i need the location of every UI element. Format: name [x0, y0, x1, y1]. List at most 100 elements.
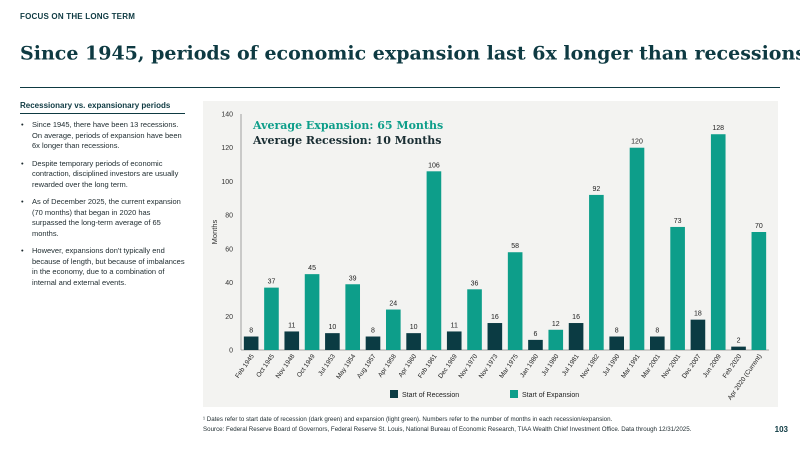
- expansion-bar: [751, 232, 767, 350]
- y-tick-label: 0: [229, 348, 233, 355]
- y-tick-label: 100: [221, 179, 233, 186]
- page-number: 103: [774, 425, 788, 434]
- x-tick-label: Jun 2009: [702, 353, 723, 379]
- x-tick-label: Jul 1980: [541, 353, 561, 377]
- y-tick-label: 20: [225, 314, 233, 321]
- bar-value-label: 11: [288, 322, 295, 329]
- expansion-recession-chart: 0 20 40 60 80 100 120 140 Months 8 Feb 1945 37 Oct 1…: [210, 112, 769, 402]
- recession-bar: [528, 339, 543, 350]
- bar-value-label: 16: [491, 314, 499, 321]
- x-tick-label: Feb 1961: [417, 353, 439, 380]
- expansion-bar: [507, 252, 523, 350]
- bar-value-label: 11: [451, 322, 458, 329]
- bar-value-label: 92: [592, 186, 600, 193]
- sidebar-bullet-list: Since 1945, there have been 13 recession…: [20, 120, 185, 288]
- expansion-bar: [467, 289, 482, 350]
- x-tick-label: Nov 1970: [457, 353, 479, 380]
- x-tick-label: Oct 1945: [255, 353, 276, 379]
- x-tick-label: Mar 1991: [620, 353, 642, 380]
- x-tick-label: Mar 1975: [498, 353, 520, 380]
- sidebar-bullet: However, expansions don't typically end …: [20, 246, 185, 288]
- sidebar-heading: Recessionary vs. expansionary periods: [20, 101, 185, 114]
- bar-value-label: 106: [428, 162, 440, 169]
- bar-value-label: 8: [371, 328, 375, 335]
- legend-label-recession: Start of Recession: [402, 392, 459, 399]
- x-tick-label: Jul 1981: [561, 353, 581, 377]
- bar-value-label: 24: [389, 301, 397, 308]
- title-divider: [20, 87, 780, 88]
- x-tick-label: Nov 2001: [661, 353, 683, 380]
- eyebrow-label: FOCUS ON THE LONG TERM: [20, 12, 136, 21]
- x-tick-label: Jul 1953: [317, 353, 337, 377]
- recession-bar: [284, 331, 300, 350]
- bar-value-label: 18: [694, 311, 702, 318]
- y-tick-label: 60: [225, 246, 233, 253]
- recession-bar: [446, 331, 462, 350]
- bar-value-label: 45: [308, 265, 316, 272]
- y-tick-label: 120: [221, 145, 233, 152]
- x-tick-label: Jan 1980: [519, 353, 540, 379]
- bar-value-label: 8: [615, 328, 619, 335]
- x-tick-label: Nov 1948: [275, 353, 297, 380]
- recession-bar: [365, 336, 381, 350]
- expansion-bar: [264, 287, 279, 350]
- x-tick-label: Aug 1957: [356, 353, 378, 380]
- bar-value-label: 120: [631, 139, 643, 146]
- x-tick-label: Dec 1969: [437, 353, 459, 380]
- bar-value-label: 10: [328, 324, 336, 331]
- page-title: Since 1945, periods of economic expansio…: [20, 42, 800, 64]
- recession-bar: [731, 346, 746, 350]
- average-recession-annotation: Average Recession: 10 Months: [252, 134, 441, 147]
- x-tick-label: Mar 2001: [640, 353, 662, 380]
- bar-value-label: 58: [511, 243, 519, 250]
- y-tick-label: 80: [225, 213, 233, 220]
- y-axis-label: Months: [210, 219, 219, 244]
- expansion-bar: [589, 194, 604, 350]
- sidebar-bullet: As of December 2025, the current expansi…: [20, 197, 185, 239]
- x-tick-label: Feb 1945: [234, 353, 256, 380]
- recession-bar: [609, 336, 625, 350]
- page-title-text: Since 1945, periods of economic expansio…: [20, 42, 800, 65]
- legend-swatch-expansion: [510, 390, 518, 398]
- expansion-bar: [345, 284, 361, 350]
- expansion-bar: [629, 147, 645, 350]
- sidebar-bullet: Despite temporary periods of economic co…: [20, 159, 185, 191]
- expansion-bar: [304, 274, 320, 350]
- x-tick-label: Dec 2007: [681, 353, 703, 380]
- expansion-bar: [548, 329, 564, 350]
- bar-value-label: 37: [268, 279, 276, 286]
- chart-panel: 0 20 40 60 80 100 120 140 Months 8 Feb 1945 37 Oct 1…: [203, 101, 778, 407]
- sidebar-bullet: Since 1945, there have been 13 recession…: [20, 120, 185, 152]
- legend-label-expansion: Start of Expansion: [522, 392, 579, 399]
- chart-footnote: ¹ Dates refer to start date of recession…: [203, 416, 613, 423]
- bar-value-label: 8: [655, 328, 659, 335]
- bar-value-label: 128: [712, 125, 724, 132]
- chart-source: Source: Federal Reserve Board of Governo…: [203, 426, 692, 433]
- bar-value-label: 8: [249, 328, 253, 335]
- bar-value-label: 12: [552, 321, 560, 328]
- recession-bar: [568, 323, 584, 350]
- x-tick-label: Apr 1958: [377, 353, 398, 379]
- bar-value-label: 16: [572, 314, 580, 321]
- average-expansion-annotation: Average Expansion: 65 Months: [252, 119, 443, 132]
- recession-bar: [243, 336, 259, 350]
- bar-value-label: 36: [471, 280, 479, 287]
- x-tick-label: Nov 1982: [579, 353, 601, 380]
- bar-value-label: 2: [737, 338, 741, 345]
- expansion-bar: [710, 134, 726, 350]
- recession-bar: [487, 323, 503, 350]
- bar-value-label: 73: [674, 218, 682, 225]
- x-tick-label: Oct 1949: [296, 353, 317, 379]
- bar-value-label: 6: [534, 331, 538, 338]
- legend-swatch-recession: [390, 390, 398, 398]
- x-tick-label: Feb 2020: [722, 353, 744, 380]
- expansion-bar: [670, 226, 685, 350]
- recession-bar: [325, 333, 340, 350]
- x-tick-label: Jul 1990: [601, 353, 621, 377]
- x-tick-label: Nov 1973: [478, 353, 500, 380]
- recession-bar: [690, 319, 706, 350]
- expansion-bar: [426, 171, 442, 350]
- recession-bar: [649, 336, 665, 350]
- sidebar: Recessionary vs. expansionary periods Si…: [20, 101, 185, 295]
- recession-bar: [406, 333, 421, 350]
